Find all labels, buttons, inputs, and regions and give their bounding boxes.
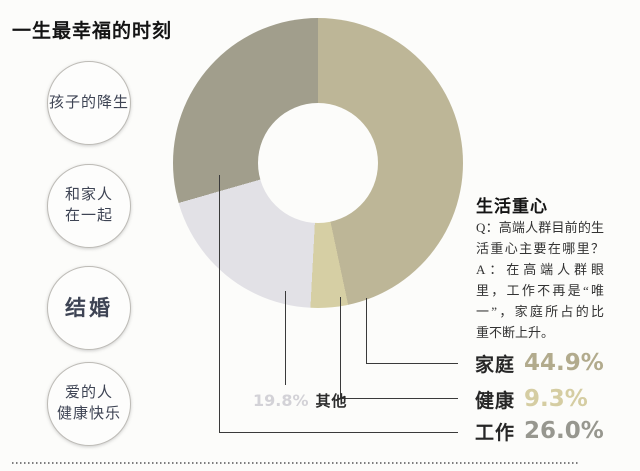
moment-label: 结婚	[65, 295, 113, 320]
donut-hole	[258, 103, 378, 223]
qa-text-line: 活重心主要在哪里？	[476, 241, 604, 256]
moment-label: 孩子的降生	[48, 94, 129, 111]
legend-value-work: 26.0%	[524, 418, 604, 444]
legend-label-family: 家庭	[475, 354, 516, 376]
moment-circle-loved-ones-healthy: 爱的人 健康快乐	[47, 362, 131, 446]
moment-label: 健康快乐	[56, 406, 121, 422]
qa-text-line: A：在高端人群眼	[476, 262, 604, 277]
moment-circle-marriage: 结婚	[47, 266, 131, 350]
connector-line-work-vertical	[219, 175, 220, 432]
donut-chart	[173, 18, 463, 308]
legend-row-health: 健康 9.3%	[475, 386, 640, 412]
other-percentage: 19.8%	[253, 391, 309, 410]
connector-line-work-horizontal	[219, 432, 458, 433]
moment-label: 在一起	[64, 208, 113, 224]
connector-line-family-horizontal	[366, 363, 458, 364]
connector-line-health-vertical	[340, 297, 341, 398]
moment-circle-child-birth: 孩子的降生	[47, 61, 131, 145]
other-segment-label: 19.8% 其他	[253, 390, 348, 411]
connector-line-health-horizontal	[340, 398, 458, 399]
qa-heading: 生活重心	[476, 197, 548, 216]
legend-label-work: 工作	[475, 422, 516, 444]
qa-text-line: 一”，家庭所占的比	[476, 304, 604, 319]
legend-row-family: 家庭 44.9%	[475, 350, 640, 376]
qa-text-line: Q：高端人群目前的生	[476, 220, 604, 235]
moment-label: 和家人	[64, 187, 113, 203]
connector-line-family-vertical	[366, 298, 367, 363]
page-title: 一生最幸福的时刻	[12, 21, 173, 42]
qa-text-line: 重不断上升。	[476, 325, 555, 340]
qa-text-block: Q：高端人群目前的生 活重心主要在哪里？ A：在高端人群眼 里，工作不再是“唯 …	[476, 217, 604, 343]
bottom-dotted-divider	[12, 462, 578, 464]
legend-value-health: 9.3%	[524, 386, 588, 412]
qa-text-line: 里，工作不再是“唯	[476, 283, 604, 298]
legend-row-work: 工作 26.0%	[475, 418, 640, 444]
legend-label-health: 健康	[475, 390, 516, 412]
connector-line-other-vertical	[285, 291, 286, 385]
other-category-label: 其他	[315, 394, 348, 410]
moment-label: 爱的人	[64, 385, 113, 401]
moment-circle-with-family: 和家人 在一起	[47, 164, 131, 248]
legend-value-family: 44.9%	[524, 350, 604, 376]
